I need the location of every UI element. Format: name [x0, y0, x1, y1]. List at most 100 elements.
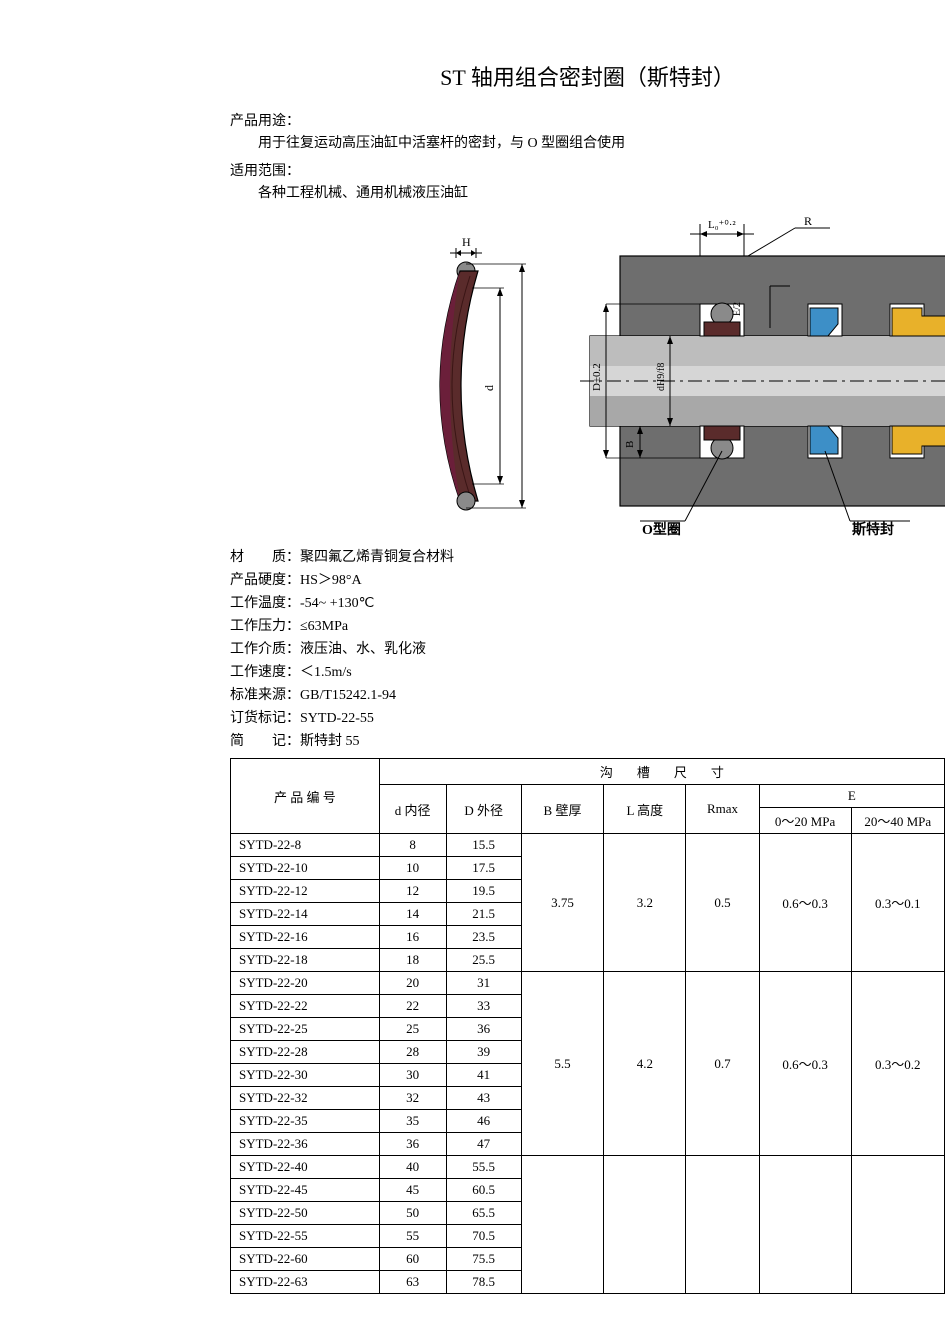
table-row: SYTD-22-8815.53.753.20.50.6～0.30.3～0.1	[231, 834, 945, 857]
cell-product-no: SYTD-22-40	[231, 1156, 380, 1179]
spec-line: 工作压力：≤63MPa	[230, 615, 945, 635]
spec-label: 材 质：	[230, 546, 300, 566]
cell-D: 15.5	[446, 834, 521, 857]
spec-line: 订货标记：SYTD-22-55	[230, 707, 945, 727]
spec-value: 斯特封 55	[300, 734, 360, 749]
dimension-table-wrap: 产 品 编 号 沟槽尺寸 d 内径 D 外径 B 壁厚 L 高度 Rmax E …	[230, 758, 945, 1294]
usage-text: 用于往复运动高压油缸中活塞杆的密封，与 O 型圈组合使用	[230, 132, 945, 152]
th-d: d 内径	[379, 785, 446, 834]
spec-line: 标准来源：GB/T15242.1-94	[230, 684, 945, 704]
cell-D: 39	[446, 1041, 521, 1064]
cell-d: 22	[379, 995, 446, 1018]
cell-E1	[759, 1156, 851, 1294]
cell-product-no: SYTD-22-28	[231, 1041, 380, 1064]
cell-B: 3.75	[521, 834, 603, 972]
spec-label: 工作介质：	[230, 638, 300, 658]
cell-D: 31	[446, 972, 521, 995]
cell-D: 60.5	[446, 1179, 521, 1202]
cell-product-no: SYTD-22-8	[231, 834, 380, 857]
spec-value: GB/T15242.1-94	[300, 688, 396, 703]
cell-product-no: SYTD-22-36	[231, 1133, 380, 1156]
spec-value: ＜1.5m/s	[300, 665, 352, 680]
cell-E2: 0.3～0.1	[851, 834, 945, 972]
cell-d: 32	[379, 1087, 446, 1110]
cell-D: 78.5	[446, 1271, 521, 1294]
cell-product-no: SYTD-22-18	[231, 949, 380, 972]
cell-d: 45	[379, 1179, 446, 1202]
cell-d: 55	[379, 1225, 446, 1248]
content-block: 产品用途： 用于往复运动高压油缸中活塞杆的密封，与 O 型圈组合使用 适用范围：…	[0, 110, 945, 1294]
cell-D: 43	[446, 1087, 521, 1110]
cell-D: 23.5	[446, 926, 521, 949]
th-R: Rmax	[686, 785, 759, 834]
cell-d: 14	[379, 903, 446, 926]
spec-label: 产品硬度：	[230, 569, 300, 589]
spec-label: 工作温度：	[230, 592, 300, 612]
callout-D: D±0.2	[591, 363, 603, 391]
cell-D: 41	[446, 1064, 521, 1087]
technical-diagram: H d	[230, 216, 945, 536]
label-oring: O型圈	[642, 521, 681, 536]
cell-L: 3.2	[604, 834, 686, 972]
cell-D: 55.5	[446, 1156, 521, 1179]
spec-label: 工作压力：	[230, 615, 300, 635]
cell-d: 18	[379, 949, 446, 972]
cell-D: 36	[446, 1018, 521, 1041]
cell-product-no: SYTD-22-22	[231, 995, 380, 1018]
callout-L: L₀⁺⁰·²	[708, 219, 736, 231]
cell-D: 33	[446, 995, 521, 1018]
cell-d: 20	[379, 972, 446, 995]
th-L: L 高度	[604, 785, 686, 834]
cell-D: 17.5	[446, 857, 521, 880]
spec-line: 简 记：斯特封 55	[230, 730, 945, 750]
callout-E2: E/2	[732, 302, 743, 316]
callout-B: B	[624, 441, 636, 448]
cell-product-no: SYTD-22-45	[231, 1179, 380, 1202]
spec-line: 工作介质：液压油、水、乳化液	[230, 638, 945, 658]
cell-product-no: SYTD-22-32	[231, 1087, 380, 1110]
cell-d: 60	[379, 1248, 446, 1271]
cell-d: 12	[379, 880, 446, 903]
cell-d: 50	[379, 1202, 446, 1225]
th-groove: 沟槽尺寸	[379, 759, 944, 785]
specs-block: 材 质：聚四氟乙烯青铜复合材料产品硬度：HS＞98°A工作温度：-54~ +13…	[230, 546, 945, 750]
cell-D: 47	[446, 1133, 521, 1156]
table-row: SYTD-22-2020315.54.20.70.6～0.30.3～0.2	[231, 972, 945, 995]
scope-label: 适用范围：	[230, 160, 945, 180]
page: ST 轴用组合密封圈（斯特封） 产品用途： 用于往复运动高压油缸中活塞杆的密封，…	[0, 0, 945, 1294]
cell-product-no: SYTD-22-25	[231, 1018, 380, 1041]
scope-text: 各种工程机械、通用机械液压油缸	[230, 182, 945, 202]
table-row: SYTD-22-404055.5	[231, 1156, 945, 1179]
cell-D: 65.5	[446, 1202, 521, 1225]
spec-value: 聚四氟乙烯青铜复合材料	[300, 550, 454, 565]
callout-dH9: dH9/f8	[656, 363, 667, 391]
cell-product-no: SYTD-22-14	[231, 903, 380, 926]
diagram-right-cross-section: L₀⁺⁰·² R E/2 D±0.2	[580, 216, 945, 536]
spec-line: 工作速度：＜1.5m/s	[230, 661, 945, 681]
cell-D: 46	[446, 1110, 521, 1133]
cell-R: 0.7	[686, 972, 759, 1156]
th-B: B 壁厚	[521, 785, 603, 834]
cell-d: 10	[379, 857, 446, 880]
spec-label: 简 记：	[230, 730, 300, 750]
spec-label: 订货标记：	[230, 707, 300, 727]
th-D: D 外径	[446, 785, 521, 834]
spec-label: 工作速度：	[230, 661, 300, 681]
callout-d: d	[482, 385, 496, 391]
cell-product-no: SYTD-22-30	[231, 1064, 380, 1087]
spec-value: ≤63MPa	[300, 619, 348, 634]
usage-label: 产品用途：	[230, 110, 945, 130]
cell-d: 35	[379, 1110, 446, 1133]
dimension-table: 产 品 编 号 沟槽尺寸 d 内径 D 外径 B 壁厚 L 高度 Rmax E …	[230, 758, 945, 1294]
cell-product-no: SYTD-22-50	[231, 1202, 380, 1225]
cell-B	[521, 1156, 603, 1294]
cell-d: 36	[379, 1133, 446, 1156]
cell-product-no: SYTD-22-60	[231, 1248, 380, 1271]
cell-product-no: SYTD-22-63	[231, 1271, 380, 1294]
cell-D: 25.5	[446, 949, 521, 972]
cell-product-no: SYTD-22-55	[231, 1225, 380, 1248]
cell-E2	[851, 1156, 945, 1294]
th-product-no: 产 品 编 号	[231, 759, 380, 834]
spec-value: 液压油、水、乳化液	[300, 642, 426, 657]
cell-product-no: SYTD-22-16	[231, 926, 380, 949]
